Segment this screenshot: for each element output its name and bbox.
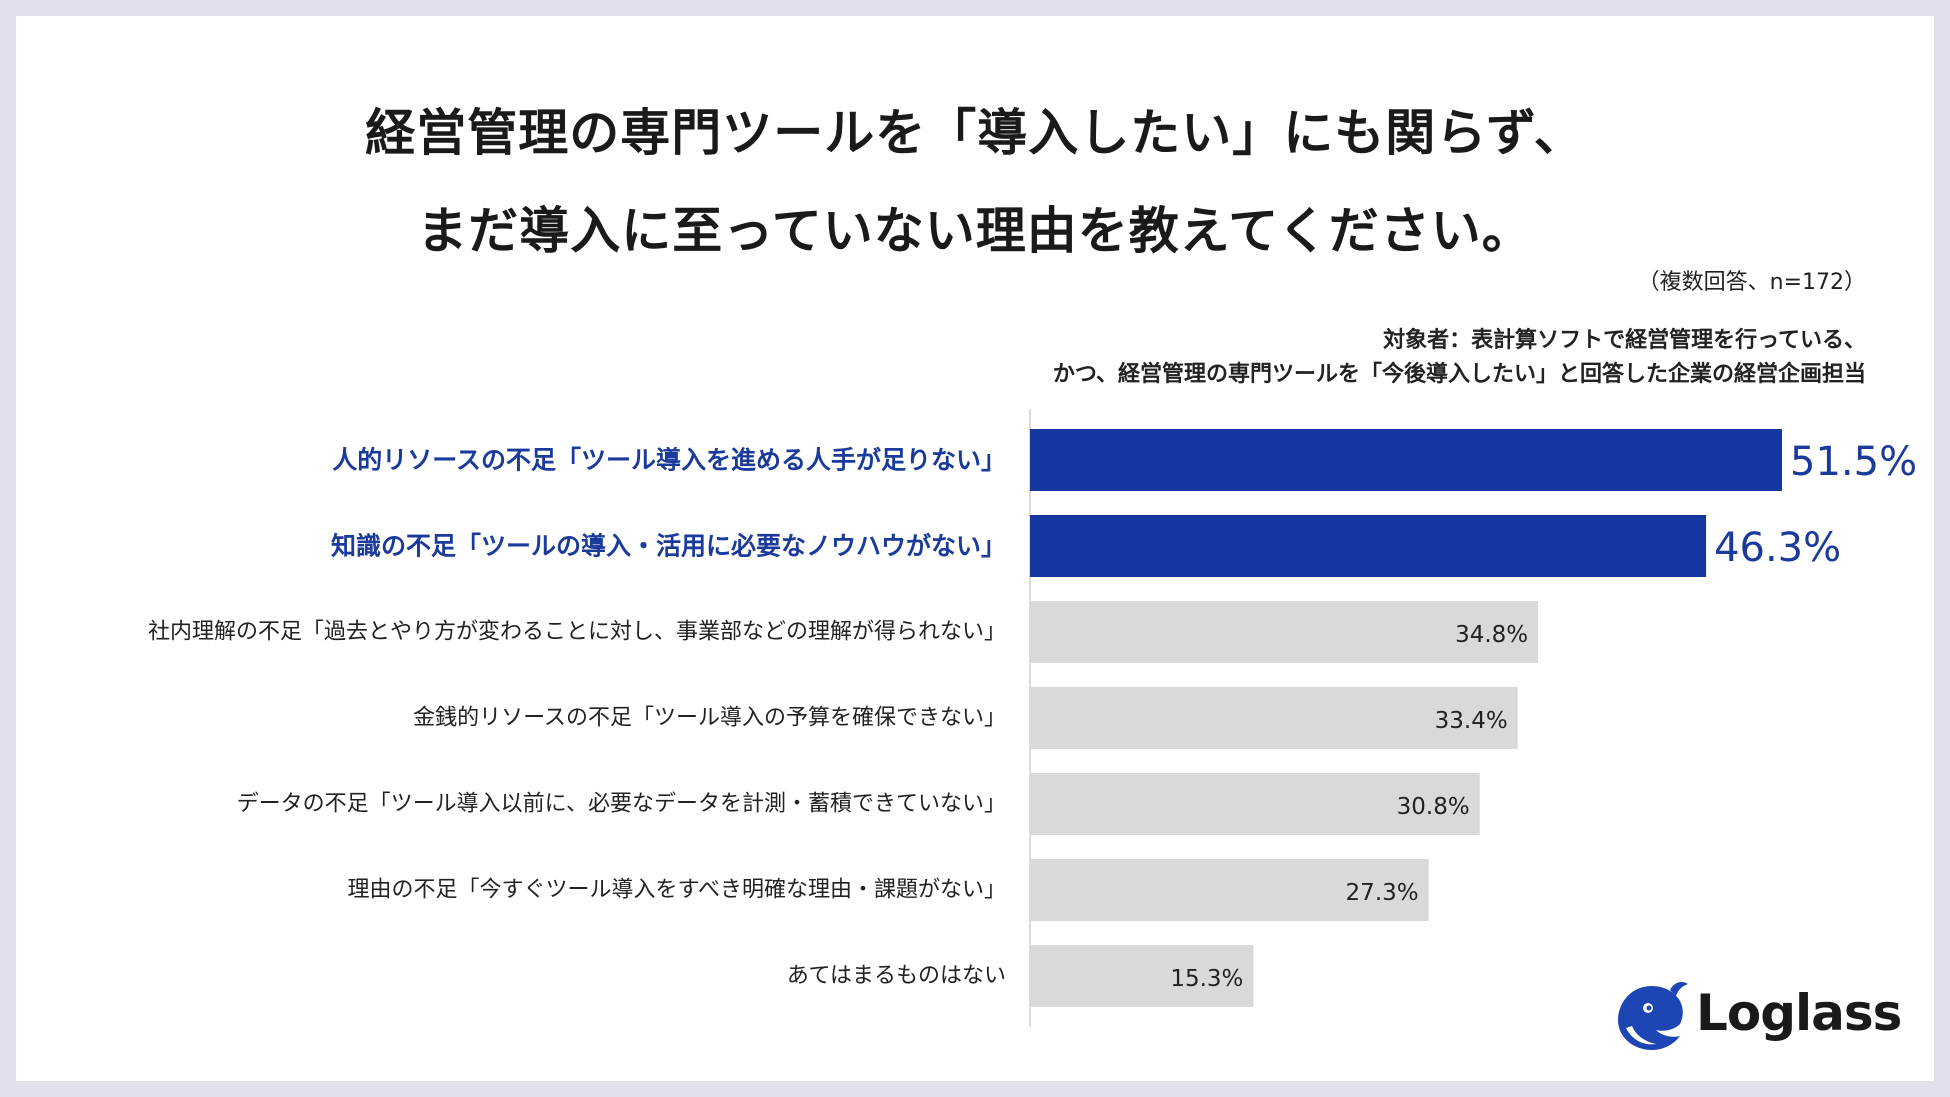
whale-icon xyxy=(1618,982,1688,1050)
chart-title: 経営管理の専門ツールを「導入したい」にも関らず、 まだ導入に至っていない理由を教… xyxy=(16,84,1934,280)
value-label-1: 51.5% xyxy=(1790,439,1917,485)
category-label-3: 社内理解の不足「過去とやり方が変わることに対し、事業部などの理解が得られない」 xyxy=(148,620,1006,645)
value-label-5: 30.8% xyxy=(1397,794,1470,820)
title-line-1: 経営管理の専門ツールを「導入したい」にも関らず、 xyxy=(365,104,1585,162)
target-line-2: かつ、経営管理の専門ツールを「今後導入したい」と回答した企業の経営企画担当 xyxy=(1052,362,1866,387)
category-label-2: 知識の不足「ツールの導入・活用に必要なノウハウがない」 xyxy=(331,532,1006,561)
value-label-7: 15.3% xyxy=(1170,966,1243,992)
title-line-2: まだ導入に至っていない理由を教えてください。 xyxy=(417,202,1533,260)
loglass-logo: Loglass xyxy=(1612,976,1912,1056)
bar-5 xyxy=(1030,773,1480,835)
bar-6 xyxy=(1030,859,1429,921)
category-label-4: 金銭的リソースの不足「ツール導入の予算を確保できない」 xyxy=(413,706,1006,731)
category-label-1: 人的リソースの不足「ツール導入を進める人手が足りない」 xyxy=(332,446,1006,475)
value-label-2: 46.3% xyxy=(1714,525,1841,571)
category-label-5: データの不足「ツール導入以前に、必要なデータを計測・蓄積できていない」 xyxy=(237,792,1006,817)
target-line-1: 対象者：表計算ソフトで経営管理を行っている、 xyxy=(1383,328,1866,353)
bar-1 xyxy=(1030,429,1782,491)
logo-text: Loglass xyxy=(1696,984,1902,1042)
sample-size-note: （複数回答、n=172） xyxy=(1637,270,1866,295)
value-label-3: 34.8% xyxy=(1455,622,1528,648)
category-label-7: あてはまるものはない xyxy=(787,964,1006,989)
category-label-6: 理由の不足「今すぐツール導入をすべき明確な理由・課題がない」 xyxy=(348,878,1006,903)
chart-card: 経営管理の専門ツールを「導入したい」にも関らず、 まだ導入に至っていない理由を教… xyxy=(16,16,1934,1081)
bar-7 xyxy=(1030,945,1254,1007)
bar-2 xyxy=(1030,515,1707,577)
value-label-6: 27.3% xyxy=(1346,880,1419,906)
value-label-4: 33.4% xyxy=(1435,708,1508,734)
bar-3 xyxy=(1030,601,1539,663)
bar-chart: 人的リソースの不足「ツール導入を進める人手が足りない」 51.5% 知識の不足「ツー… xyxy=(148,409,1917,1027)
bar-4 xyxy=(1030,687,1518,749)
